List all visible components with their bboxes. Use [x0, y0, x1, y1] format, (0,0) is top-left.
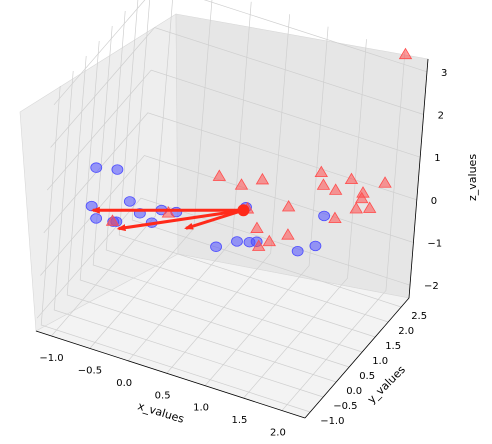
data-point-circle: [211, 242, 222, 252]
z-tick-label: 2: [438, 110, 444, 121]
x-tick-label: −0.5: [78, 365, 102, 376]
data-point-circle: [292, 246, 303, 256]
vector-origin-point: [237, 204, 249, 216]
y-tick-label: 0.0: [346, 386, 362, 397]
data-point-circle: [112, 165, 123, 175]
x-tick-label: 0.0: [116, 378, 132, 389]
data-point-circle: [91, 214, 102, 224]
y-tick-label: 2.0: [398, 326, 414, 337]
z-axis-label: z_values: [466, 154, 479, 201]
x-tick-label: 1.0: [193, 403, 209, 414]
z-tick-label: 1: [434, 153, 440, 164]
y-tick-label: 2.5: [411, 311, 427, 322]
z-tick-label: 0: [431, 196, 437, 207]
z-tick-label: −1: [427, 239, 442, 250]
data-point-circle: [91, 163, 102, 173]
data-point-circle: [231, 237, 242, 247]
back-pane: [176, 14, 428, 298]
data-point-triangle: [400, 48, 412, 58]
y-tick-label: −1.0: [320, 416, 344, 427]
x-tick-label: 0.5: [155, 390, 171, 401]
data-point-circle: [310, 241, 321, 251]
x-axis-label: x_values: [136, 399, 186, 425]
y-tick-label: −0.5: [333, 401, 357, 412]
y-tick-label: 1.0: [372, 356, 388, 367]
z-tick-label: −2: [424, 281, 439, 292]
data-point-circle: [319, 211, 330, 221]
x-tick-label: 2.0: [270, 428, 286, 439]
data-point-circle: [124, 197, 135, 207]
y-axis-label: y_values: [365, 363, 408, 406]
z-tick-label: 3: [441, 68, 447, 79]
x-tick-label: −1.0: [39, 353, 63, 364]
y-tick-label: 0.5: [359, 371, 375, 382]
x-tick-label: 1.5: [232, 415, 248, 426]
y-tick-label: 1.5: [385, 341, 401, 352]
